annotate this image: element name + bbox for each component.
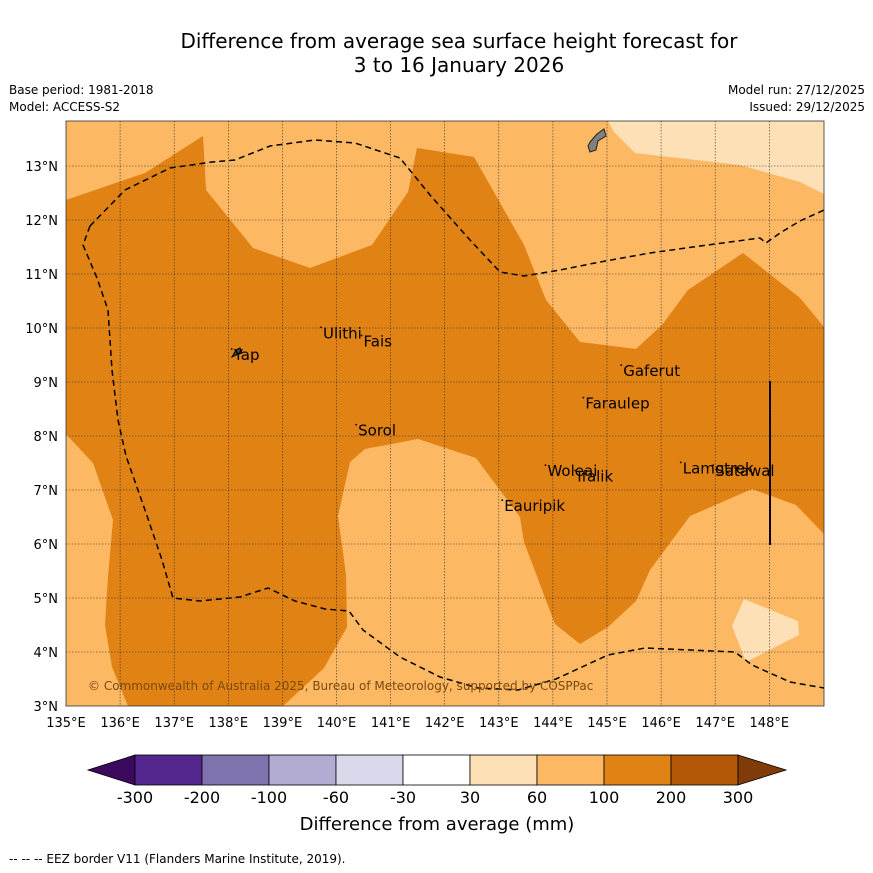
colorbar-label: Difference from average (mm) bbox=[300, 814, 575, 835]
lon-tick-label: 147°E bbox=[695, 716, 735, 731]
colorbar-segment bbox=[536, 754, 605, 786]
lon-tick-label: 145°E bbox=[587, 716, 627, 731]
place-marker bbox=[582, 396, 585, 399]
lon-tick-label: 140°E bbox=[317, 716, 357, 731]
colorbar-tick-label: 100 bbox=[589, 788, 620, 807]
place-label: Fais bbox=[364, 333, 393, 351]
forecast-map: 135°E 136°E 137°E 138°E 139°E 140°E 141°E 142°E… bbox=[25, 120, 825, 835]
colorbar-tick-label: -300 bbox=[117, 788, 153, 807]
place-marker bbox=[501, 499, 504, 502]
colorbar-tick-label: 30 bbox=[460, 788, 480, 807]
lat-tick-label: 9°N bbox=[34, 376, 59, 391]
title-line-1: Difference from average sea surface heig… bbox=[180, 29, 738, 53]
lon-tick-label: 146°E bbox=[641, 716, 681, 731]
lon-tick-label: 142°E bbox=[425, 716, 465, 731]
lat-tick-label: 5°N bbox=[34, 592, 59, 607]
lon-tick-label: 138°E bbox=[209, 716, 249, 731]
colorbar-segment bbox=[603, 754, 672, 786]
colorbar-segment bbox=[134, 754, 203, 786]
lon-tick-label: 141°E bbox=[371, 716, 411, 731]
base-period: Base period: 1981-2018 bbox=[9, 83, 154, 97]
place-marker bbox=[574, 469, 577, 472]
lat-tick-label: 10°N bbox=[25, 322, 58, 337]
place-label: Lamotrek bbox=[683, 459, 754, 477]
lat-tick-label: 7°N bbox=[34, 484, 59, 499]
place-marker bbox=[230, 348, 233, 350]
place-marker bbox=[355, 423, 358, 426]
lat-tick-label: 4°N bbox=[34, 646, 59, 661]
copyright-notice: © Commonwealth of Australia 2025, Bureau… bbox=[88, 679, 593, 693]
colorbar-tick-label: -200 bbox=[184, 788, 220, 807]
anomaly-30-60-region-north bbox=[608, 121, 824, 194]
title-line-2: 3 to 16 January 2026 bbox=[353, 53, 565, 77]
model-name: Model: ACCESS-S2 bbox=[9, 100, 121, 114]
colorbar-segment bbox=[201, 754, 270, 786]
place-label: Gaferut bbox=[623, 362, 680, 380]
lat-tick-label: 11°N bbox=[25, 268, 58, 283]
issued-date: Issued: 29/12/2025 bbox=[749, 100, 865, 114]
place-label: Ulithi bbox=[323, 324, 362, 342]
colorbar-tick-label: -30 bbox=[390, 788, 416, 807]
footnote: -- -- -- EEZ border V11 (Flanders Marine… bbox=[9, 852, 346, 866]
place-labels: Ulithi Fais Yap Gaferut Faraulep Sorol Lamotre… bbox=[230, 324, 775, 515]
eez-border-south bbox=[82, 225, 824, 691]
colorbar-segment bbox=[268, 754, 337, 786]
lat-tick-label: 3°N bbox=[34, 700, 59, 715]
place-marker bbox=[360, 334, 363, 337]
colorbar-tick-label: 200 bbox=[656, 788, 687, 807]
lat-tick-label: 8°N bbox=[34, 430, 59, 445]
place-marker bbox=[712, 464, 715, 466]
colorbar-tick-label: 300 bbox=[723, 788, 754, 807]
place-marker bbox=[620, 364, 623, 367]
place-marker bbox=[544, 464, 547, 466]
lon-tick-label: 144°E bbox=[533, 716, 573, 731]
colorbar-extend-high bbox=[737, 754, 788, 786]
yap-island bbox=[230, 347, 243, 359]
eez-border-north bbox=[89, 139, 824, 277]
place-label: Ifalik bbox=[577, 468, 613, 486]
place-label: Eauripik bbox=[504, 497, 565, 515]
lon-tick-label: 135°E bbox=[46, 716, 86, 731]
lon-tick-label: 136°E bbox=[100, 716, 140, 731]
colorbar-tick-label: 60 bbox=[527, 788, 547, 807]
colorbar-tick-label: -60 bbox=[323, 788, 349, 807]
colorbar-segment bbox=[402, 754, 471, 786]
lat-tick-label: 12°N bbox=[25, 214, 58, 229]
colorbar-segment bbox=[469, 754, 538, 786]
place-label: Yap bbox=[233, 346, 260, 364]
axis-ticks: 135°E 136°E 137°E 138°E 139°E 140°E 141°E 142°E… bbox=[25, 160, 789, 731]
place-label: Woleai bbox=[547, 462, 597, 480]
lat-tick-label: 6°N bbox=[34, 538, 59, 553]
place-marker bbox=[679, 461, 682, 464]
colorbar-segment bbox=[335, 754, 404, 786]
colorbar-segment bbox=[670, 754, 739, 786]
model-run: Model run: 27/12/2025 bbox=[727, 83, 865, 97]
place-label: Satawal bbox=[715, 462, 774, 480]
place-label: Faraulep bbox=[585, 395, 649, 413]
anomaly-30-60-region-south bbox=[732, 599, 799, 662]
map-frame bbox=[65, 120, 825, 707]
colorbar: -300 -200 -100 -60 -30 30 60 100 200 300 bbox=[86, 754, 788, 807]
place-label: Sorol bbox=[358, 422, 396, 440]
lon-tick-label: 137°E bbox=[154, 716, 194, 731]
colorbar-tick-label: -100 bbox=[251, 788, 287, 807]
lon-tick-label: 139°E bbox=[263, 716, 303, 731]
lon-tick-label: 143°E bbox=[479, 716, 519, 731]
lon-tick-label: 148°E bbox=[750, 716, 790, 731]
lat-tick-label: 13°N bbox=[25, 160, 58, 175]
colorbar-extend-low bbox=[86, 754, 136, 786]
guam-island bbox=[587, 128, 607, 153]
graticule bbox=[66, 121, 824, 706]
place-marker bbox=[320, 326, 322, 329]
